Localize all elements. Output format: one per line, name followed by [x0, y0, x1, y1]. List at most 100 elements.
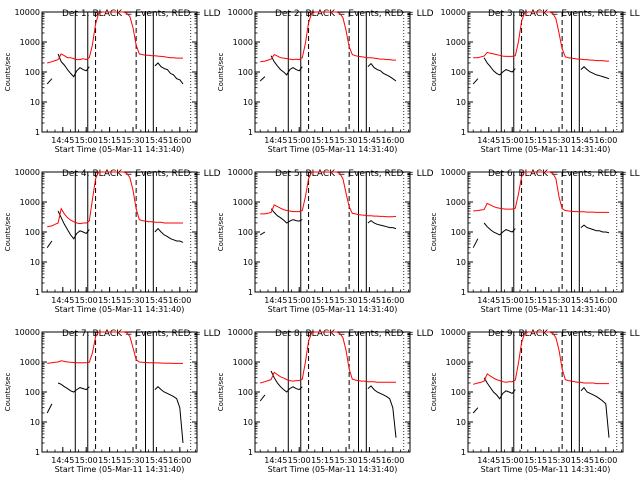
series-line-events — [46, 78, 53, 85]
y-tick-label: 1000 — [20, 358, 40, 367]
y-tick-label: 10 — [243, 98, 253, 107]
y-axis-label: Counts/sec — [430, 53, 438, 92]
panel-title: Det 7: BLACK = Events, RED = LLD — [62, 329, 221, 339]
x-axis-label: Start Time (05-Mar-11 14:31:40) — [55, 145, 185, 154]
panel-title: Det 5: BLACK = Events, RED = LLD — [275, 169, 434, 179]
y-tick-label: 1000 — [233, 38, 253, 47]
series-line-events — [259, 394, 266, 402]
series-line-events — [472, 407, 479, 414]
x-tick-label: 14:45 — [51, 456, 74, 465]
y-tick-label: 1 — [248, 128, 253, 137]
x-tick-label: 15:45 — [571, 296, 594, 305]
x-tick-label: 15:45 — [358, 136, 381, 145]
panel-6: Det 6: BLACK = Events, RED = LLD Counts/s… — [430, 168, 640, 314]
y-tick-label: 1000 — [20, 198, 40, 207]
y-tick-label: 100 — [451, 68, 466, 77]
y-tick-label: 1 — [35, 288, 40, 297]
y-tick-label: 10 — [243, 418, 253, 427]
series-line-events — [154, 227, 184, 243]
x-tick-label: 15:15 — [98, 456, 121, 465]
series-line-events — [580, 386, 610, 438]
plot-frame — [41, 331, 198, 453]
x-tick-label: 15:15 — [524, 456, 547, 465]
x-tick-label: 16:00 — [594, 136, 617, 145]
y-tick-label: 1000 — [233, 198, 253, 207]
x-tick-label: 15:00 — [288, 456, 311, 465]
series-line-events — [57, 53, 90, 78]
y-tick-label: 1000 — [20, 38, 40, 47]
y-tick-label: 10 — [243, 258, 253, 267]
y-tick-label: 100 — [451, 228, 466, 237]
x-tick-label: 15:30 — [121, 136, 144, 145]
y-tick-label: 100 — [451, 388, 466, 397]
x-axis-label: Start Time (05-Mar-11 14:31:40) — [268, 465, 398, 474]
series-line-events — [57, 382, 90, 393]
panel-title: Det 1: BLACK = Events, RED = LLD — [62, 9, 221, 19]
y-tick-label: 100 — [238, 388, 253, 397]
y-tick-label: 1 — [461, 288, 466, 297]
series-line-events — [259, 231, 266, 236]
plot-frame — [467, 331, 624, 453]
x-tick-label: 15:00 — [75, 136, 98, 145]
y-tick-label: 10000 — [441, 168, 466, 177]
y-axis-label: Counts/sec — [217, 53, 225, 92]
plot-frame — [467, 171, 624, 293]
x-tick-label: 15:30 — [547, 136, 570, 145]
y-tick-label: 100 — [238, 228, 253, 237]
x-axis-label: Start Time (05-Mar-11 14:31:40) — [481, 305, 611, 314]
x-tick-label: 15:45 — [571, 456, 594, 465]
y-tick-label: 1000 — [446, 358, 466, 367]
y-axis-label: Counts/sec — [217, 213, 225, 252]
y-tick-label: 10000 — [228, 328, 253, 337]
series-line-lld — [473, 171, 609, 213]
panel-title: Det 8: BLACK = Events, RED = LLD — [275, 329, 434, 339]
x-tick-label: 14:45 — [477, 136, 500, 145]
x-tick-label: 15:30 — [121, 456, 144, 465]
x-tick-label: 14:45 — [477, 456, 500, 465]
y-tick-label: 100 — [238, 68, 253, 77]
y-axis-label: Counts/sec — [430, 373, 438, 412]
series-line-lld — [47, 331, 183, 364]
y-axis-label: Counts/sec — [217, 373, 225, 412]
panel-title: Det 6: BLACK = Events, RED = LLD — [488, 169, 640, 179]
y-tick-label: 10 — [456, 98, 466, 107]
y-tick-label: 10000 — [15, 328, 40, 337]
series-line-events — [367, 62, 397, 82]
plot-frame — [467, 11, 624, 133]
x-tick-label: 15:15 — [98, 136, 121, 145]
x-tick-label: 15:30 — [334, 456, 357, 465]
y-axis-label: Counts/sec — [4, 373, 12, 412]
y-tick-label: 100 — [25, 228, 40, 237]
plot-frame — [254, 11, 411, 133]
x-tick-label: 15:30 — [547, 296, 570, 305]
x-tick-label: 15:15 — [98, 296, 121, 305]
panel-title: Det 9: BLACK = Events, RED = LLD — [488, 329, 640, 339]
y-tick-label: 1 — [248, 448, 253, 457]
y-tick-label: 10000 — [228, 168, 253, 177]
panel-4: Det 4: BLACK = Events, RED = LLD Counts/s… — [4, 168, 221, 314]
y-tick-label: 1000 — [446, 38, 466, 47]
x-tick-label: 14:45 — [51, 136, 74, 145]
x-tick-label: 15:15 — [311, 456, 334, 465]
x-tick-label: 14:45 — [477, 296, 500, 305]
series-line-events — [154, 62, 184, 85]
y-tick-label: 10 — [456, 418, 466, 427]
y-tick-label: 1000 — [233, 358, 253, 367]
y-tick-label: 1 — [461, 128, 466, 137]
y-tick-label: 10000 — [441, 8, 466, 17]
x-tick-label: 15:00 — [501, 136, 524, 145]
y-tick-label: 10 — [30, 418, 40, 427]
x-tick-label: 16:00 — [168, 296, 191, 305]
y-axis-label: Counts/sec — [430, 213, 438, 252]
series-line-events — [472, 238, 479, 248]
x-tick-label: 14:45 — [51, 296, 74, 305]
panel-8: Det 8: BLACK = Events, RED = LLD Counts/s… — [217, 328, 434, 474]
x-tick-label: 15:15 — [311, 136, 334, 145]
x-tick-label: 16:00 — [381, 296, 404, 305]
x-tick-label: 15:45 — [358, 456, 381, 465]
x-tick-label: 15:30 — [547, 456, 570, 465]
x-tick-label: 15:30 — [334, 136, 357, 145]
series-line-lld — [260, 11, 396, 63]
y-tick-label: 10 — [30, 258, 40, 267]
